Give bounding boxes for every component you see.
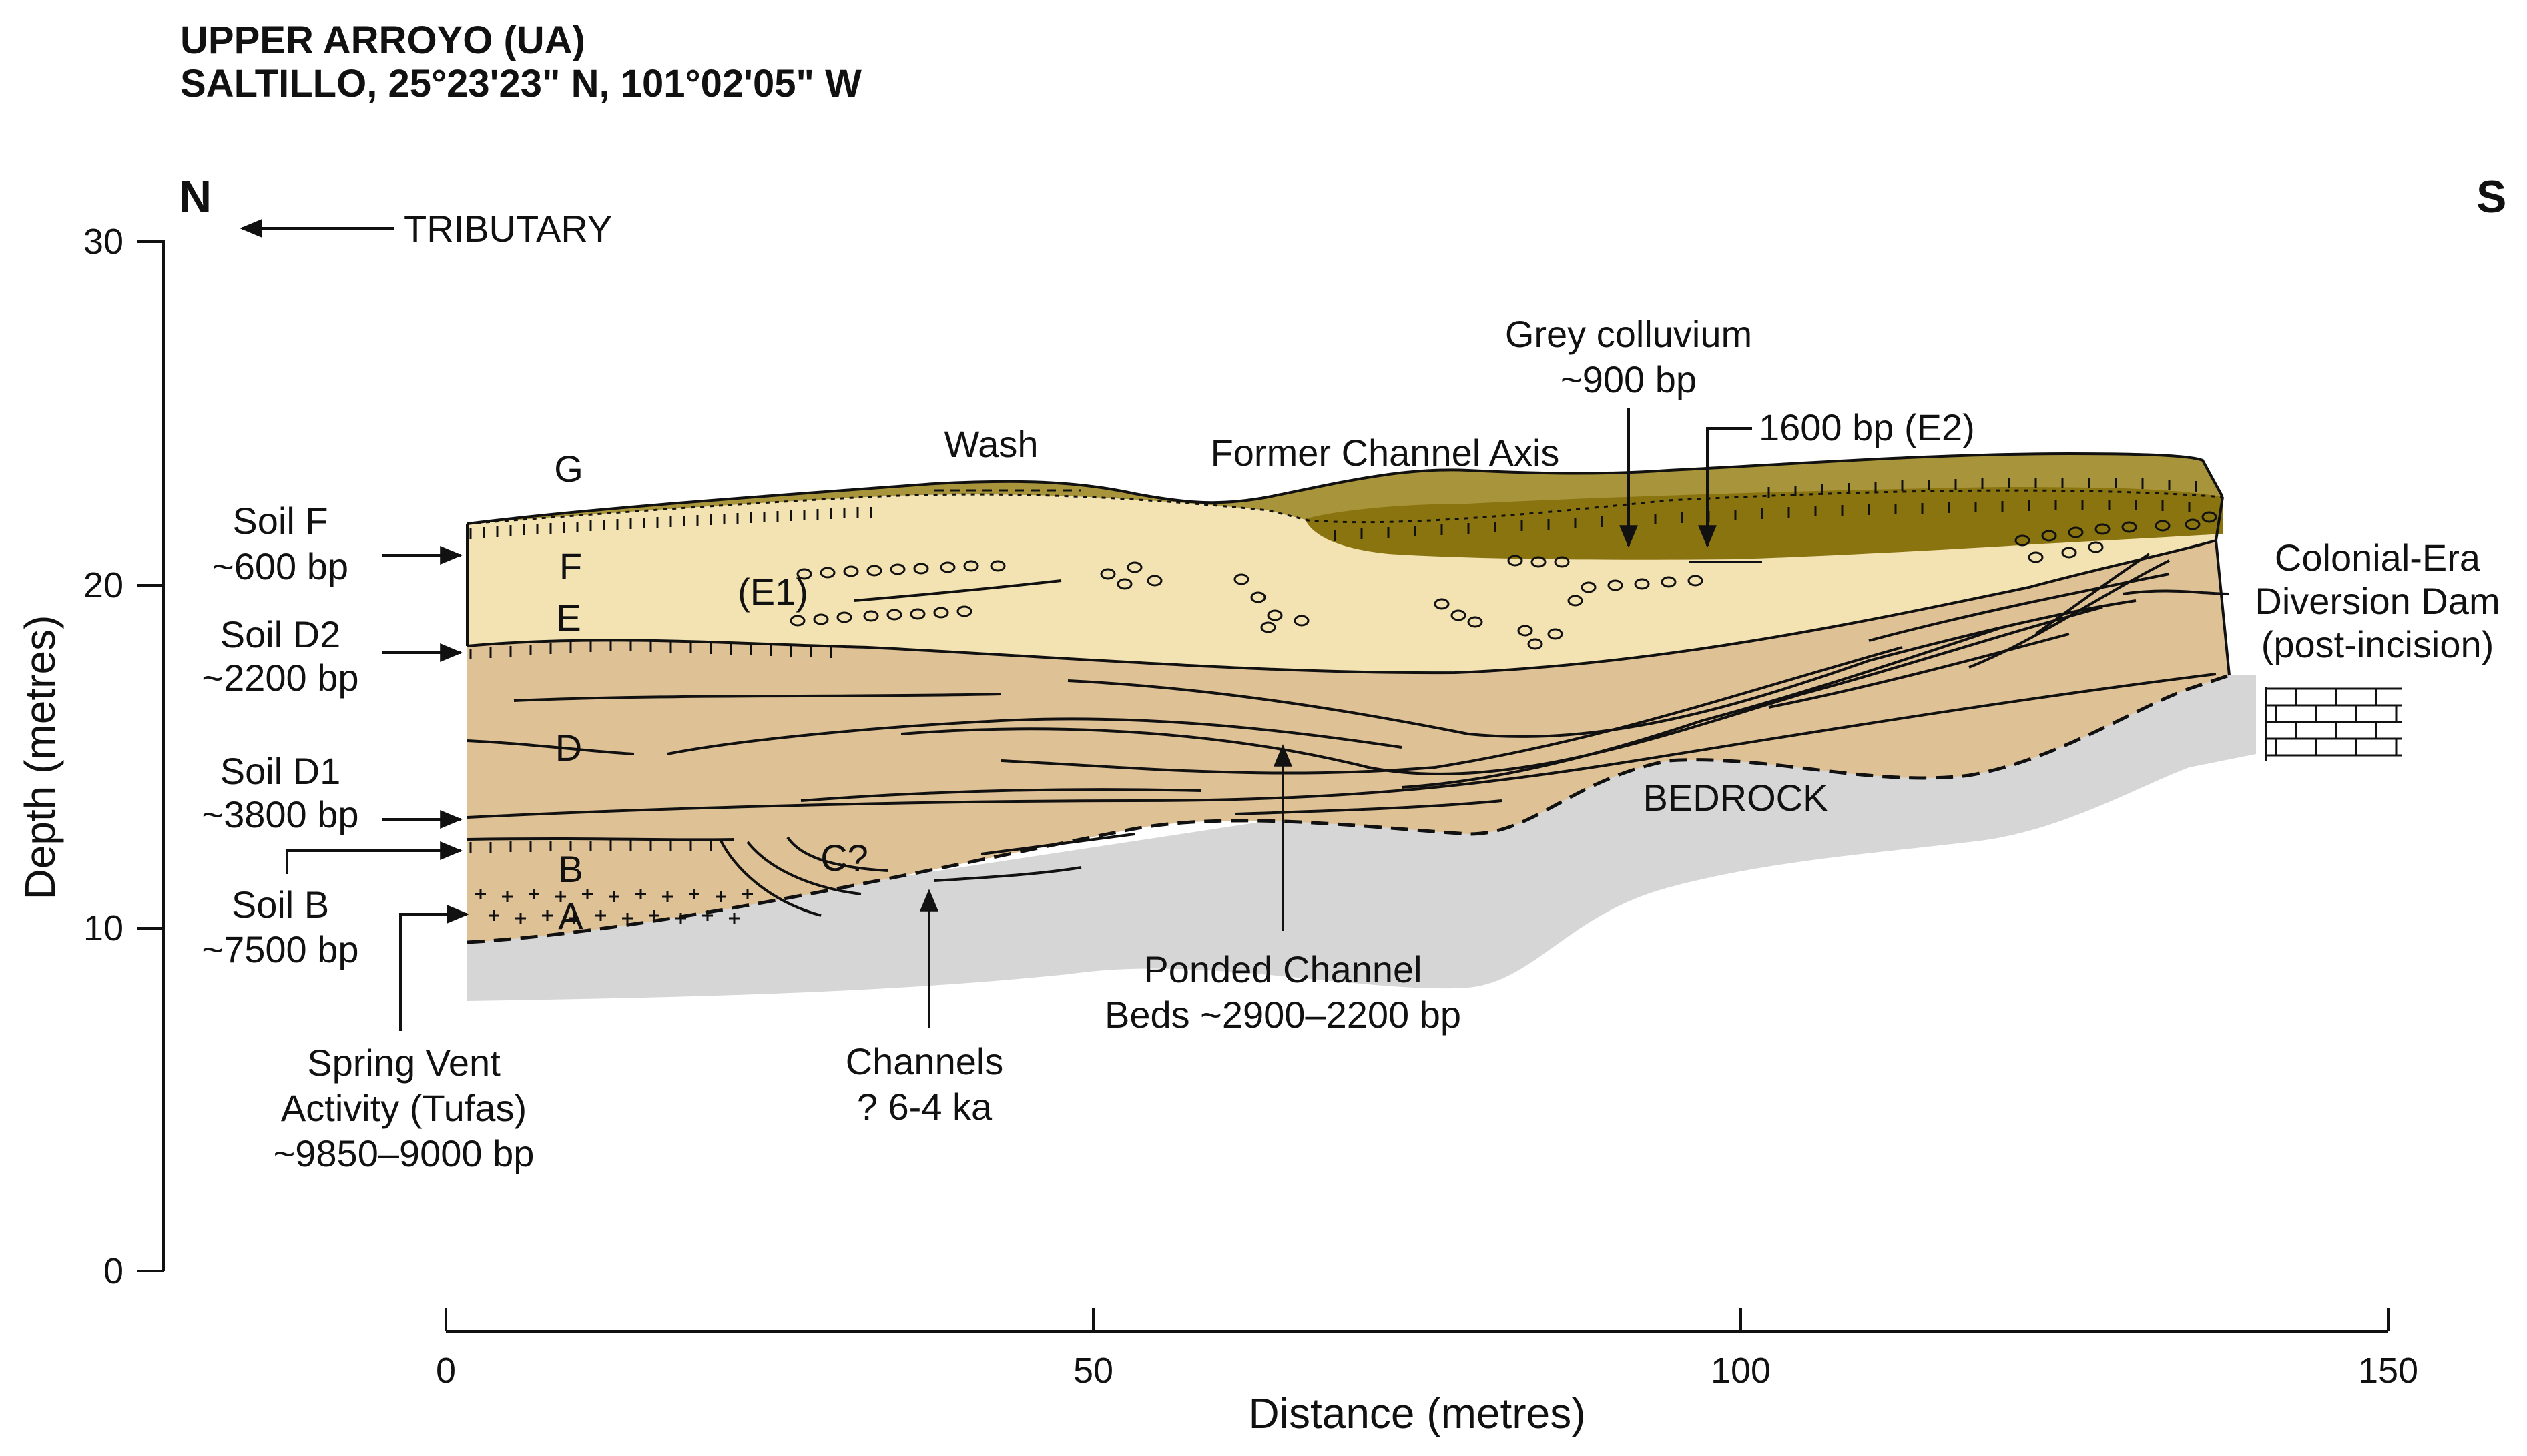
y-axis: 30 20 10 0 Depth (metres) xyxy=(16,222,165,1291)
unit-c-label: C? xyxy=(820,837,868,879)
wash-label: Wash xyxy=(944,423,1038,465)
spring-vent-label-2: Activity (Tufas) xyxy=(281,1087,527,1129)
bedrock-contact-line xyxy=(467,673,2230,944)
grey-colluvium-label: Grey colluvium xyxy=(1505,313,1752,355)
title-line-1: UPPER ARROYO (UA) xyxy=(180,19,585,62)
arroyo-walls xyxy=(466,496,2231,676)
y-tick-label-20: 20 xyxy=(83,565,123,605)
soil-d2-label: Soil D2 xyxy=(220,613,341,655)
ground-surface-line xyxy=(467,452,2224,525)
x-tick-label-100: 100 xyxy=(1711,1351,1771,1391)
soil-d1-age: ~3800 bp xyxy=(202,793,358,835)
y-tick-label-30: 30 xyxy=(83,222,123,262)
unit-a-label: A xyxy=(558,895,583,937)
unit-d-label: D xyxy=(555,727,582,769)
soil-b-age: ~7500 bp xyxy=(202,928,358,970)
dam-label-2: Diversion Dam xyxy=(2255,580,2500,622)
unit-e1-label: (E1) xyxy=(738,571,808,613)
soil-f-label: Soil F xyxy=(232,500,328,542)
title-line-2: SALTILLO, 25°23'23" N, 101°02'05" W xyxy=(180,62,862,105)
soil-d2-surface xyxy=(467,539,2217,675)
spring-vent-arrow xyxy=(399,905,469,1031)
gravel-clasts xyxy=(790,511,2217,650)
x-tick-label-0: 0 xyxy=(436,1351,456,1391)
soil-f-age: ~600 bp xyxy=(212,545,348,587)
unit-d-bedding xyxy=(467,553,2230,815)
unit-g-fill xyxy=(467,454,2223,524)
south-label: S xyxy=(2476,171,2506,222)
channels-label-2: ? 6-4 ka xyxy=(857,1086,993,1128)
unit-f-label: F xyxy=(559,545,582,587)
y-tick-label-10: 10 xyxy=(83,908,123,948)
x-tick-label-50: 50 xyxy=(1073,1351,1113,1391)
ponded-channel-label-1: Ponded Channel xyxy=(1143,948,1422,990)
grey-colluvium-fill xyxy=(1305,487,2223,560)
grey-colluvium-age: ~900 bp xyxy=(1561,358,1697,400)
ponded-channel-label-2: Beds ~2900–2200 bp xyxy=(1105,994,1461,1036)
channel-c-bedding xyxy=(720,833,1135,917)
x-axis-title: Distance (metres) xyxy=(1249,1389,1586,1437)
soil-d1-label: Soil D1 xyxy=(220,750,341,792)
e2-label: 1600 bp (E2) xyxy=(1759,406,1975,448)
unit-e-label: E xyxy=(556,597,581,639)
y-tick-label-0: 0 xyxy=(103,1251,123,1291)
spring-vent-label-1: Spring Vent xyxy=(307,1042,501,1084)
unit-b-label: B xyxy=(558,848,583,890)
soil-f-surface xyxy=(467,489,2223,525)
channels-label-1: Channels xyxy=(846,1040,1004,1082)
diversion-dam xyxy=(2265,687,2402,761)
dam-label-1: Colonial-Era xyxy=(2275,536,2481,579)
soil-d2-age: ~2200 bp xyxy=(202,657,358,699)
spring-vent-label-3: ~9850–9000 bp xyxy=(274,1132,535,1174)
soil-b-label: Soil B xyxy=(232,883,329,926)
y-axis-title: Depth (metres) xyxy=(16,615,64,900)
e1-lens-line xyxy=(854,579,1062,602)
tributary-label: TRIBUTARY xyxy=(404,208,612,250)
former-channel-label: Former Channel Axis xyxy=(1211,432,1560,474)
tufa-crosses xyxy=(475,889,753,924)
x-tick-label-150: 150 xyxy=(2358,1351,2418,1391)
x-axis: 0 50 100 150 Distance (metres) xyxy=(436,1308,2418,1437)
north-label: N xyxy=(179,171,212,222)
bedrock-label: BEDROCK xyxy=(1643,777,1828,819)
e2-arrow xyxy=(1698,427,1752,548)
unit-abd-fill xyxy=(467,540,2229,942)
dam-label-3: (post-incision) xyxy=(2261,623,2494,665)
unit-g-label: G xyxy=(554,448,583,490)
soil-d1-surface xyxy=(467,673,2217,819)
soil-b-arrow xyxy=(286,841,463,874)
